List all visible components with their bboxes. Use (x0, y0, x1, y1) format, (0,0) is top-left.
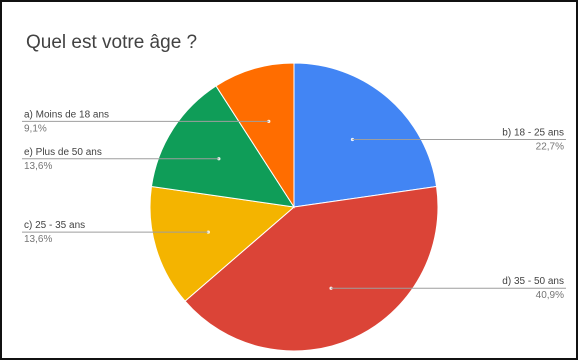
slice-value: 9,1% (24, 123, 47, 134)
pie-slice-18-25-ans[interactable] (293, 62, 438, 208)
callout-25-35-ans: c) 25 - 35 ans 13,6% (22, 220, 210, 245)
slice-label: b) 18 - 25 ans (502, 128, 564, 139)
slice-value: 40,9% (536, 290, 564, 301)
pie-slices (149, 62, 439, 352)
callout-plus-de-50-ans: e) Plus de 50 ans 13,6% (22, 147, 221, 172)
slice-label: a) Moins de 18 ans (24, 109, 109, 120)
callout-35-50-ans: d) 35 - 50 ans 40,9% (329, 276, 566, 301)
pie-slice-25-35-ans[interactable] (149, 185, 296, 302)
slice-label: e) Plus de 50 ans (24, 147, 102, 158)
slice-value: 22,7% (536, 142, 564, 153)
callout-18-25-ans: b) 18 - 25 ans 22,7% (350, 128, 566, 153)
callout-moins-de-18-ans: a) Moins de 18 ans 9,1% (22, 109, 271, 134)
pie-callouts: b) 18 - 25 ans 22,7% d) 35 - 50 ans 40,9% c)… (22, 109, 566, 301)
slice-label: d) 35 - 50 ans (502, 276, 564, 287)
slice-value: 13,6% (24, 234, 52, 245)
pie-slice-moins-de-18-ans[interactable] (215, 62, 295, 209)
pie-slice-plus-de-50-ans[interactable] (150, 85, 296, 208)
slice-label: c) 25 - 35 ans (24, 220, 85, 231)
pie-slice-35-50-ans[interactable] (184, 185, 439, 352)
slice-value: 13,6% (24, 161, 52, 172)
chart-title: Quel est votre âge ? (26, 32, 198, 53)
